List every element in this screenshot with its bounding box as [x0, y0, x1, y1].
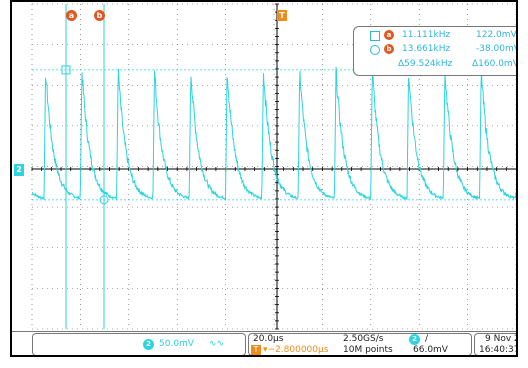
cursor-b-circle-marker — [99, 195, 109, 205]
timebase-info-box[interactable]: 20.0µs 2.50GS/s 2 / T ▾−2.800000µs 10M p… — [248, 333, 472, 355]
time: 16:40:37 — [479, 345, 518, 355]
cursor-a-label: a — [68, 11, 75, 20]
cursor-b-voltage: -38.00mV — [476, 44, 518, 54]
cursor-a-frequency: 11.111kHz — [402, 30, 451, 40]
cursor-a-badge-icon: a — [384, 30, 394, 40]
channel-2-waveform — [31, 66, 516, 201]
volts-per-div: 50.0mV — [159, 339, 194, 349]
trigger-source-badge-icon: 2 — [409, 334, 420, 345]
trigger-position-icon: T — [251, 345, 261, 355]
square-cursor-icon — [370, 31, 380, 41]
cursor-a-voltage: 122.0mV — [476, 30, 517, 40]
trigger-position: ▾−2.800000µs — [263, 345, 329, 355]
trigger-slope-rising-icon: / — [425, 334, 429, 344]
cursor-b-label: b — [96, 11, 103, 20]
trigger-label: T — [279, 11, 285, 20]
record-length: 10M points — [343, 345, 393, 355]
datetime-box: 9 Nov 2 16:40:37 — [474, 333, 518, 355]
cursor-readout-panel: a 11.111kHz 122.0mV b 13.661kHz -38.00mV… — [353, 26, 518, 76]
bandwidth-limit-icon: ∿∿ — [209, 339, 225, 349]
cursor-b-marker[interactable]: b — [94, 10, 105, 21]
status-bar: 2 50.0mV ∿∿ 20.0µs 2.50GS/s 2 / T ▾−2.80… — [12, 331, 518, 355]
trigger-position-marker[interactable]: T — [277, 10, 287, 21]
circle-cursor-icon — [370, 45, 380, 55]
time-per-div: 20.0µs — [253, 334, 284, 344]
waveform-graticule — [31, 3, 516, 330]
cursor-a-marker[interactable]: a — [66, 10, 77, 21]
channel-2-badge-icon: 2 — [143, 339, 154, 350]
cursor-b-frequency: 13.661kHz — [402, 44, 451, 54]
cursor-a-square-marker — [61, 65, 71, 75]
delta-frequency: Δ59.524kHz — [398, 59, 453, 69]
channel-2-ground-marker[interactable]: 2 — [14, 164, 24, 176]
cursor-b-badge-icon: b — [384, 44, 394, 54]
delta-voltage: Δ160.0mV — [472, 59, 518, 69]
channel-info-box[interactable]: 2 50.0mV ∿∿ — [32, 333, 246, 355]
channel-label: 2 — [16, 165, 22, 174]
date: 9 Nov 2 — [485, 334, 518, 344]
sample-rate: 2.50GS/s — [343, 334, 384, 344]
scope-display-frame: a b T 2 a 11.111kHz 122.0mV b 13.661kHz … — [10, 0, 518, 357]
trigger-level: 66.0mV — [413, 345, 448, 355]
